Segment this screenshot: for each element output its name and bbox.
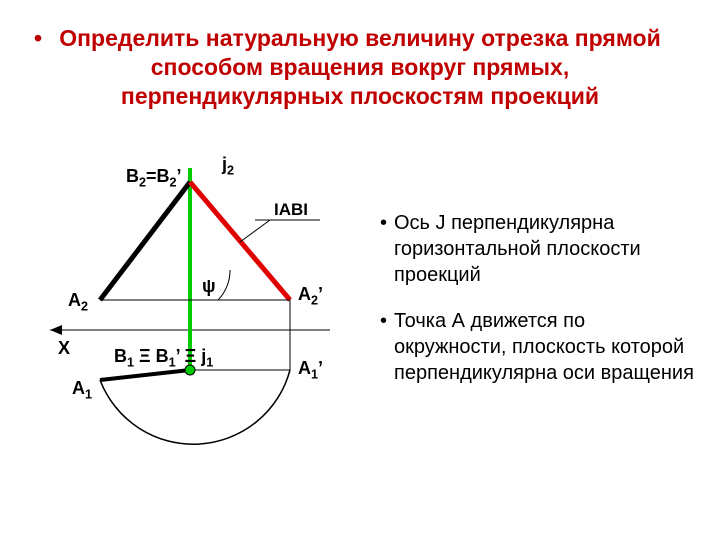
rotation-diagram: j2 B2=B2’ ΙΑΒΙ A2 ψ A2’ X B1 Ξ B1’ Ξ j1 … [30,150,370,510]
title-text: Определить натуральную величину отрезка … [59,25,660,109]
label-X: X [58,338,70,359]
slide-title: • Определить натуральную величину отрезк… [40,24,680,110]
rotation-arc [100,370,290,444]
x-axis-arrow-icon [50,325,62,335]
line-A2-B2 [100,182,190,300]
note-2-text: Точка А движется по окружности, плоскост… [394,310,694,384]
slide: • Определить натуральную величину отрезк… [0,0,720,540]
label-psi: ψ [202,276,216,297]
label-j2: j2 [222,154,234,175]
label-A1p: A1’ [298,358,323,379]
notes-list: Ось J перпендикулярна горизонтальной пло… [380,210,700,406]
diagram-svg [30,150,370,510]
label-B1-line: B1 Ξ B1’ Ξ j1 [114,346,213,367]
label-IABI: ΙΑΒΙ [274,200,308,220]
label-B2: B2=B2’ [126,166,182,187]
label-A2p: A2’ [298,284,323,305]
line-A1-B1 [100,370,190,380]
note-1-text: Ось J перпендикулярна горизонтальной пло… [394,212,641,286]
iabi-leader [240,220,270,242]
title-bullet-icon: • [34,24,42,53]
psi-arc [218,270,230,300]
label-A1: A1 [72,378,92,399]
note-item-1: Ось J перпендикулярна горизонтальной пло… [380,210,700,288]
label-A2: A2 [68,290,88,311]
note-item-2: Точка А движется по окружности, плоскост… [380,308,700,386]
